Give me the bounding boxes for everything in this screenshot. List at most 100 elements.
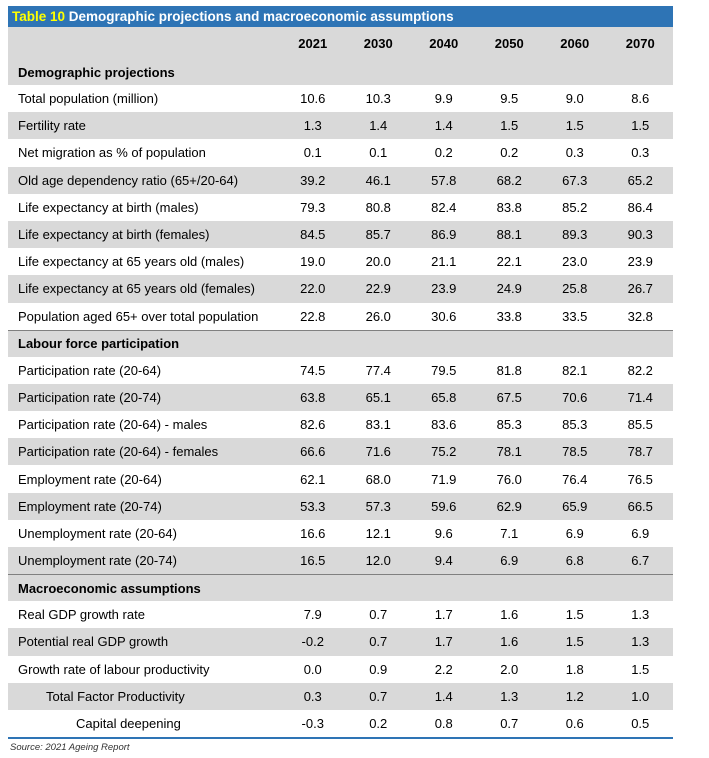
cell-value: 79.3 [280,193,346,221]
year-header: 2050 [476,27,542,59]
cell-value: 1.4 [345,112,411,140]
cell-value: 82.6 [280,411,346,439]
cell-value: 1.7 [411,601,477,629]
cell-value: 1.8 [542,655,608,683]
cell-value: 65.1 [345,383,411,412]
cell-value: 6.9 [476,547,542,575]
cell-value: 1.4 [411,682,477,710]
cell-value: 67.5 [476,383,542,412]
table-row: Old age dependency ratio (65+/20-64) 39.2… [8,166,673,194]
cell-value: 26.7 [607,275,673,303]
cell-value: 22.9 [345,275,411,303]
cell-value: 1.6 [476,628,542,656]
cell-value: 85.3 [476,411,542,439]
cell-value: 0.3 [607,139,673,167]
table-row: Capital deepening -0.3 0.2 0.8 0.7 0.6 0.5 [8,709,673,738]
table-title: Table 10 Demographic projections and mac… [8,6,673,27]
cell-value: 57.3 [345,492,411,520]
table-row: Fertility rate 1.3 1.4 1.4 1.5 1.5 1.5 [8,112,673,140]
table-number: Table 10 [12,9,66,24]
cell-value: 83.6 [411,411,477,439]
table-row: Net migration as % of population 0.1 0.1 0.… [8,139,673,167]
table-bottom-rule [8,737,673,740]
cell-value: 85.3 [542,411,608,439]
cell-value: 16.5 [280,547,346,575]
cell-value: 10.6 [280,85,346,113]
header-row: 2021 2030 2040 2050 2060 2070 [8,27,673,59]
cell-value: 66.5 [607,492,673,520]
cell-value: 68.2 [476,166,542,194]
cell-value: 79.5 [411,356,477,384]
cell-value: 23.9 [411,275,477,303]
cell-value: 0.7 [345,682,411,710]
cell-value: 65.8 [411,383,477,412]
year-header: 2021 [280,27,346,59]
cell-value: 78.1 [476,438,542,466]
year-header: 2030 [345,27,411,59]
cell-value: 21.1 [411,248,477,276]
year-header: 2040 [411,27,477,59]
cell-value: 0.8 [411,709,477,738]
row-label: Potential real GDP growth [8,628,280,656]
cell-value: 85.2 [542,193,608,221]
cell-value: 83.8 [476,193,542,221]
cell-value: 75.2 [411,438,477,466]
table-row: Unemployment rate (20-74) 16.5 12.0 9.4 6.9 6… [8,547,673,575]
row-label: Total population (million) [8,85,280,113]
cell-value: 22.1 [476,248,542,276]
cell-value: 33.5 [542,302,608,331]
row-label: Old age dependency ratio (65+/20-64) [8,166,280,194]
cell-value: 67.3 [542,166,608,194]
row-label: Participation rate (20-74) [8,383,280,412]
cell-value: 0.7 [345,628,411,656]
cell-value: 65.2 [607,166,673,194]
cell-value: 1.3 [280,112,346,140]
cell-value: 0.3 [280,682,346,710]
table-row: Real GDP growth rate 7.9 0.7 1.7 1.6 1.5 1.3 [8,601,673,629]
cell-value: 1.7 [411,628,477,656]
table-row: Life expectancy at 65 years old (females… [8,275,673,303]
projections-table: 2021 2030 2040 2050 2060 2070 Demographic proj… [8,27,673,738]
source-note: Source: 2021 Ageing Report [10,742,130,754]
cell-value: 9.9 [411,85,477,113]
cell-value: 71.4 [607,383,673,412]
cell-value: 74.5 [280,356,346,384]
cell-value: 0.0 [280,655,346,683]
cell-value: 1.3 [476,682,542,710]
cell-value: 1.5 [542,112,608,140]
cell-value: 1.5 [476,112,542,140]
cell-value: 7.9 [280,601,346,629]
row-label: Life expectancy at birth (females) [8,220,280,249]
section-heading: Macroeconomic assumptions [8,574,673,602]
cell-value: 71.9 [411,465,477,493]
cell-value: 76.4 [542,465,608,493]
row-label: Employment rate (20-74) [8,492,280,520]
cell-value: 2.2 [411,655,477,683]
cell-value: 76.5 [607,465,673,493]
cell-value: 85.7 [345,220,411,249]
section-heading-row: Macroeconomic assumptions [8,574,673,602]
table-row: Participation rate (20-64) - males 82.6 83… [8,411,673,439]
cell-value: 65.9 [542,492,608,520]
cell-value: 86.9 [411,220,477,249]
cell-value: 2.0 [476,655,542,683]
cell-value: 9.6 [411,519,477,547]
cell-value: 1.5 [607,112,673,140]
cell-value: 30.6 [411,302,477,331]
cell-value: 16.6 [280,519,346,547]
cell-value: 0.7 [476,709,542,738]
row-label: Population aged 65+ over total populatio… [8,302,280,331]
row-label: Employment rate (20-64) [8,465,280,493]
table-row: Unemployment rate (20-64) 16.6 12.1 9.6 7.1 6… [8,519,673,547]
cell-value: 22.8 [280,302,346,331]
cell-value: 0.9 [345,655,411,683]
cell-value: 0.2 [476,139,542,167]
table-row: Participation rate (20-74) 63.8 65.1 65.8 67… [8,383,673,412]
cell-value: 20.0 [345,248,411,276]
row-label: Life expectancy at 65 years old (males) [8,248,280,276]
row-label: Unemployment rate (20-74) [8,547,280,575]
cell-value: 1.3 [607,601,673,629]
cell-value: 59.6 [411,492,477,520]
year-header: 2060 [542,27,608,59]
row-label: Participation rate (20-64) [8,356,280,384]
